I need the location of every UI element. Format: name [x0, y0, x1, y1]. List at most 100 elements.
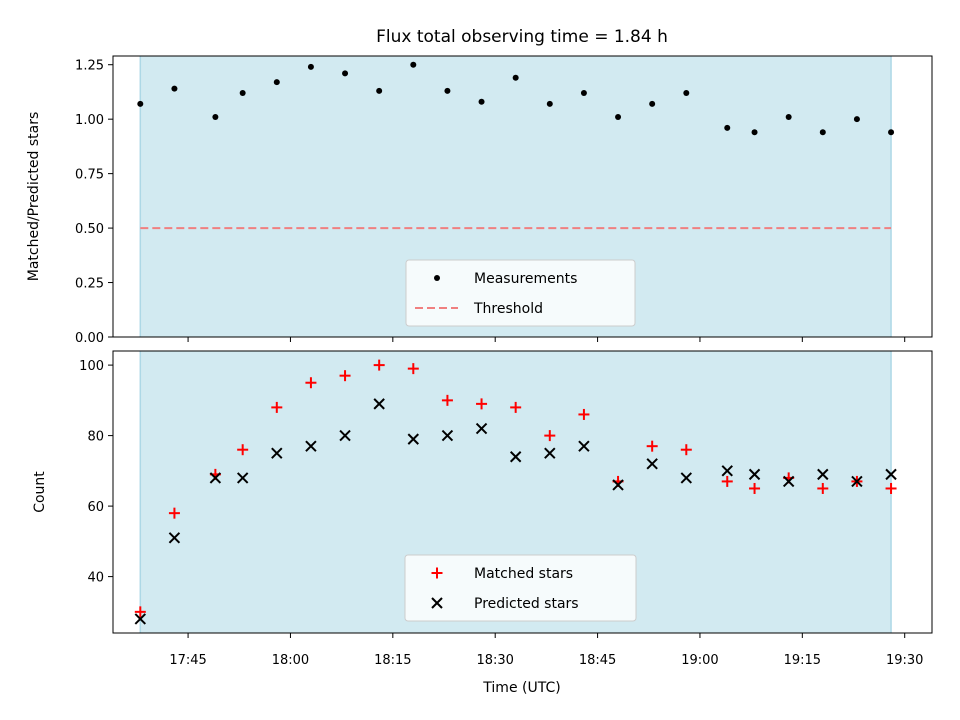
measurement-point	[785, 113, 792, 120]
predicted-star-point	[612, 479, 624, 491]
matched-star-point	[749, 482, 761, 494]
legend-marker-predicted	[431, 597, 443, 609]
predicted-star-point	[209, 472, 222, 484]
measurement-point	[410, 61, 417, 68]
bottom-legend: Matched stars Predicted stars	[404, 554, 637, 622]
y-tick-label: 80	[87, 430, 104, 445]
measurement-point	[888, 129, 895, 136]
measurement-point	[724, 124, 731, 131]
measurement-point	[342, 70, 349, 77]
matched-star-point	[578, 408, 590, 420]
predicted-star-point	[851, 475, 863, 488]
measurement-point	[171, 85, 178, 92]
chart-title: Flux total observing time = 1.84 h	[376, 27, 668, 47]
top-y-axis-label: Matched/Predicted stars	[26, 112, 42, 282]
bottom-y-axis-label: Count	[32, 471, 48, 513]
matched-star-point	[237, 444, 249, 456]
matched-star-point	[544, 430, 556, 442]
matched-star-point	[271, 401, 283, 413]
matched-star-point	[510, 401, 522, 413]
predicted-star-point	[578, 440, 590, 452]
matched-star-point	[721, 475, 733, 487]
measurement-point	[273, 79, 280, 86]
top-legend: Measurements Threshold	[405, 259, 636, 327]
matched-star-point	[134, 606, 146, 618]
measurement-point	[546, 100, 553, 107]
measurement-point	[819, 129, 826, 136]
measurement-point	[853, 116, 860, 123]
measurement-point	[580, 90, 587, 97]
x-tick-label: 19:30	[886, 653, 923, 668]
measurement-point	[683, 90, 690, 97]
bottom-x-ticks: 17:45 18:00 18:15 18:30 18:45 19:00 19:15 19:30	[169, 633, 923, 668]
predicted-star-point	[817, 468, 829, 481]
predicted-star-point	[680, 472, 693, 484]
predicted-star-point	[407, 433, 420, 445]
predicted-stars-points	[134, 398, 897, 625]
predicted-star-point	[373, 398, 385, 410]
bottom-axes-frame	[112, 350, 933, 634]
x-tick-label: 18:00	[272, 653, 309, 668]
measurement-point	[444, 87, 451, 94]
matched-star-point	[476, 398, 488, 410]
measurement-point	[137, 100, 144, 107]
measurement-point	[212, 113, 219, 120]
measurement-point	[376, 87, 383, 94]
matched-star-point	[680, 444, 692, 456]
y-tick-label: 40	[87, 571, 104, 586]
predicted-star-point	[271, 447, 283, 459]
y-tick-label: 0.00	[75, 331, 104, 346]
y-tick-label: 0.25	[75, 277, 104, 292]
x-axis-label: Time (UTC)	[482, 680, 560, 696]
top-y-ticks: 0.00 0.25 0.50 0.75 1.00 1.25	[75, 59, 113, 346]
measurement-point	[615, 113, 622, 120]
matched-star-point	[441, 394, 453, 406]
measurement-point	[751, 129, 758, 136]
matched-star-point	[339, 370, 351, 382]
measurement-point	[478, 98, 485, 105]
predicted-star-point	[441, 429, 454, 442]
x-tick-label: 19:00	[681, 653, 718, 668]
predicted-star-point	[305, 440, 317, 452]
bottom-y-ticks: 40 60 80 100	[79, 359, 113, 586]
y-tick-label: 100	[79, 359, 104, 374]
legend-label-measurements: Measurements	[474, 271, 577, 287]
predicted-star-point	[134, 613, 147, 625]
measurement-point	[649, 100, 656, 107]
y-tick-label: 1.25	[75, 59, 104, 74]
x-tick-label: 18:15	[374, 653, 411, 668]
matched-star-point	[885, 482, 897, 494]
predicted-star-point	[168, 532, 181, 544]
legend-label-predicted: Predicted stars	[474, 596, 579, 612]
measurement-point	[239, 90, 246, 97]
legend-label-matched: Matched stars	[474, 566, 573, 582]
top-axes-frame	[112, 55, 933, 338]
legend-marker-measurements	[434, 275, 440, 281]
predicted-star-point	[721, 465, 733, 477]
y-tick-label: 60	[87, 500, 104, 515]
predicted-star-point	[339, 429, 351, 442]
measurement-point	[307, 63, 314, 70]
x-tick-label: 18:45	[579, 653, 616, 668]
predicted-star-point	[475, 422, 488, 435]
top-x-ticks	[187, 337, 906, 342]
matched-stars-points	[134, 359, 897, 618]
x-tick-label: 17:45	[169, 653, 206, 668]
predicted-star-point	[885, 468, 897, 481]
x-tick-label: 18:30	[476, 653, 513, 668]
matched-star-point	[168, 507, 180, 519]
y-tick-label: 0.75	[75, 168, 104, 183]
x-tick-label: 19:15	[784, 653, 821, 668]
matched-star-point	[646, 440, 658, 452]
predicted-star-point	[646, 458, 658, 470]
legend-label-threshold: Threshold	[473, 301, 543, 317]
matched-star-point	[373, 359, 385, 371]
predicted-star-point	[236, 472, 249, 484]
ratio-panel: 0.00 0.25 0.50 0.75 1.00 1.25 Matched/Predict…	[26, 55, 933, 346]
y-tick-label: 1.00	[75, 113, 104, 128]
legend-box	[404, 554, 637, 622]
measurement-points	[137, 61, 895, 136]
legend-marker-matched	[431, 567, 443, 579]
y-tick-label: 0.50	[75, 222, 104, 237]
predicted-star-point	[509, 451, 522, 463]
